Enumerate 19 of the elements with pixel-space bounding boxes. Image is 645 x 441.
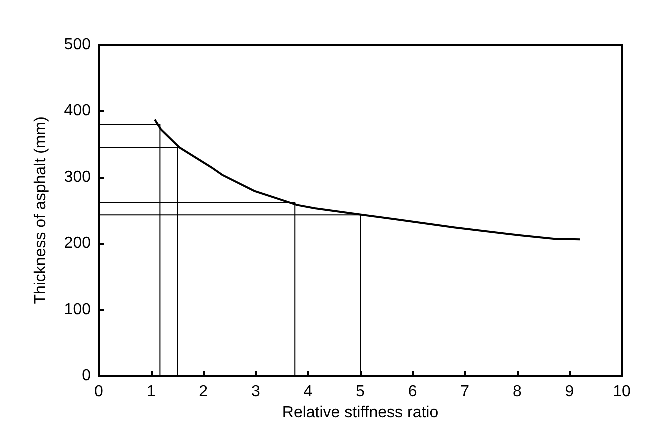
x-tick-label: 10: [613, 384, 631, 400]
y-tick-label: 500: [64, 36, 92, 54]
x-tick-label: 5: [356, 384, 366, 400]
x-tick-label: 1: [146, 384, 156, 400]
x-tick-label: 3: [251, 384, 260, 400]
y-tick-label: 100: [64, 301, 92, 318]
y-tick-label: 400: [64, 102, 92, 120]
x-tick-label: 7: [460, 384, 470, 400]
x-tick-label: 6: [408, 384, 418, 400]
y-tick-label: 300: [64, 168, 92, 186]
x-axis-title: Relative stiffness ratio: [282, 404, 439, 422]
x-tick-label: 9: [565, 384, 574, 400]
y-tick-label: 0: [82, 368, 92, 384]
x-tick-label: 4: [304, 384, 313, 400]
y-axis-title: Thickness of asphalt (mm): [32, 116, 50, 304]
x-tick-label: 8: [512, 384, 522, 400]
y-tick-label: 200: [64, 235, 92, 252]
x-tick-label: 0: [94, 384, 104, 400]
x-tick-label: 2: [199, 384, 208, 400]
